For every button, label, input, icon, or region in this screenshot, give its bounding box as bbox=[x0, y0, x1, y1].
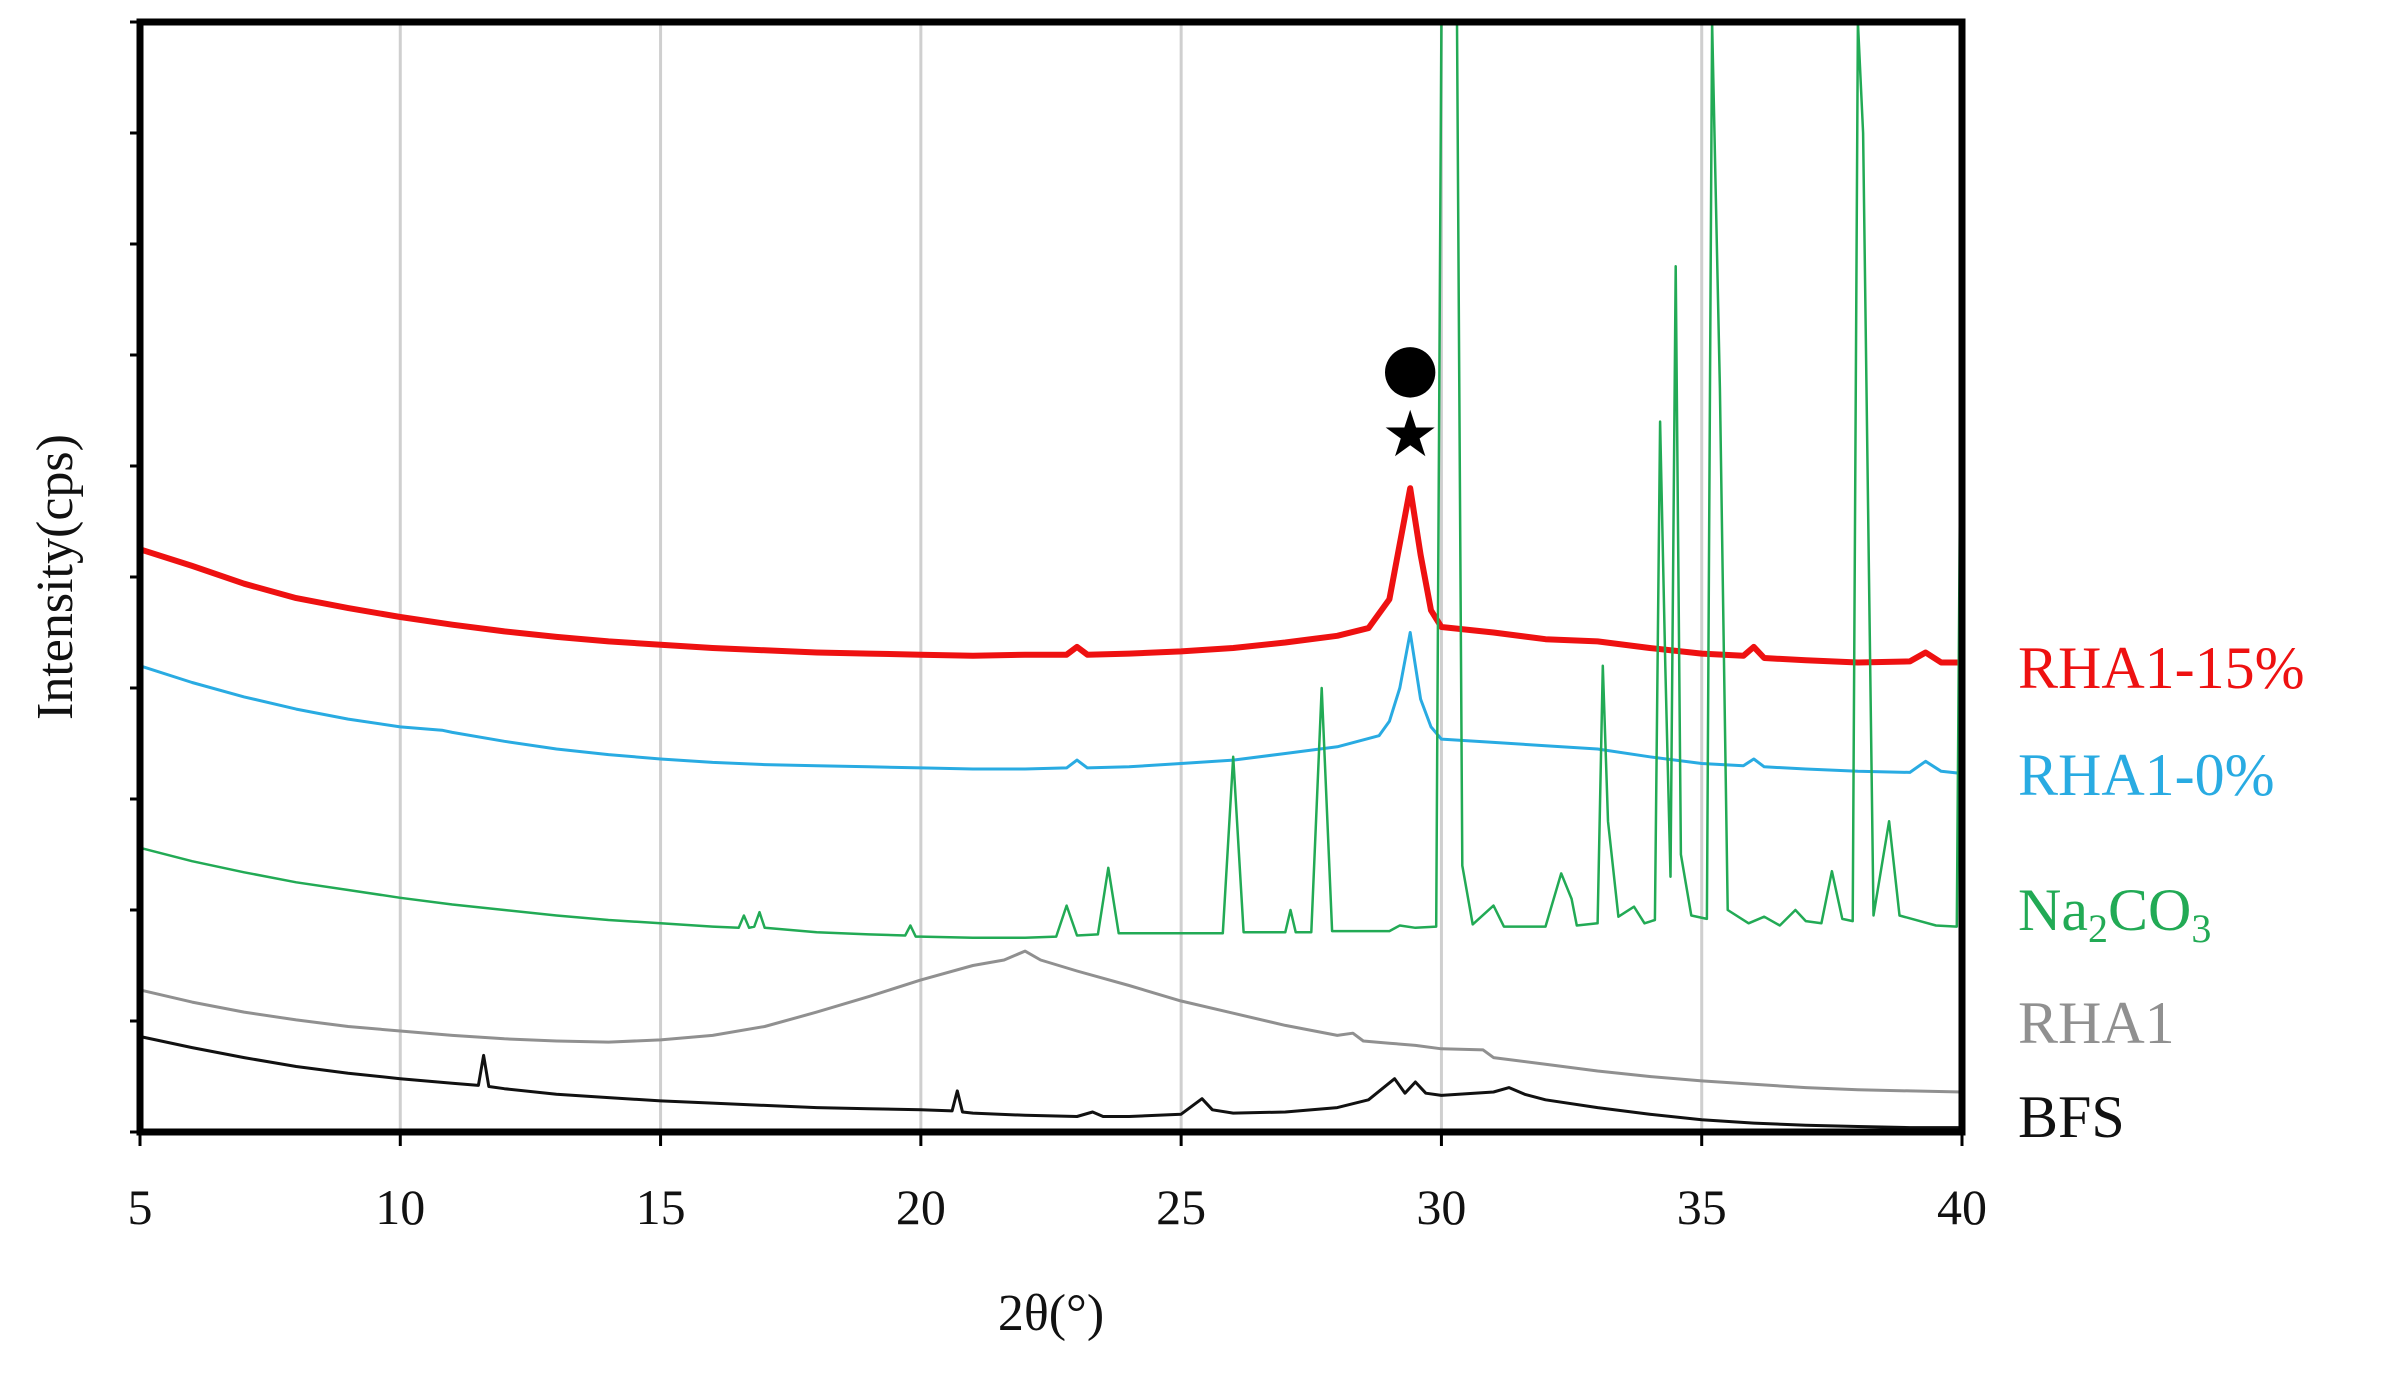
series-label-na2co3: Na2CO3 bbox=[2018, 877, 2211, 951]
x-tick-label-5: 5 bbox=[128, 1179, 153, 1235]
series-line-na2co3 bbox=[138, 20, 1964, 940]
star-marker: ★ bbox=[1382, 398, 1439, 472]
series-label-rha1-15-: RHA1-15% bbox=[2018, 635, 2305, 701]
x-tick-label-10: 10 bbox=[375, 1179, 425, 1235]
series-label-rha1: RHA1 bbox=[2018, 990, 2175, 1056]
series-line-bfs bbox=[138, 1035, 1964, 1130]
peak-annotations: ●★ bbox=[1381, 329, 1439, 472]
series-label-bfs: BFS bbox=[2018, 1084, 2125, 1150]
vertical-gridlines bbox=[398, 22, 1704, 1132]
series-label-rha1-0-: RHA1-0% bbox=[2018, 742, 2275, 808]
axis-ticks bbox=[130, 20, 1964, 1146]
x-tick-label-35: 35 bbox=[1677, 1179, 1727, 1235]
x-tick-label-15: 15 bbox=[636, 1179, 686, 1235]
x-tick-label-30: 30 bbox=[1416, 1179, 1466, 1235]
series-lines bbox=[137, 20, 1965, 1130]
series-line-rha1 bbox=[138, 949, 1964, 1094]
x-tick-label-20: 20 bbox=[896, 1179, 946, 1235]
series-labels: RHA1-15% RHA1-0% Na2CO3 RHA1 BFS bbox=[2018, 635, 2305, 1150]
x-tick-label-40: 40 bbox=[1937, 1179, 1987, 1235]
x-axis-title: 2θ(°) bbox=[998, 1285, 1104, 1342]
y-axis-title: Intensity(cps) bbox=[27, 434, 84, 720]
plot-area-frame bbox=[136, 18, 1966, 1136]
x-tick-labels: 5 10 15 20 25 30 35 40 bbox=[128, 1179, 1988, 1235]
x-tick-label-25: 25 bbox=[1156, 1179, 1206, 1235]
circle-marker: ● bbox=[1381, 329, 1439, 406]
series-line-rha1-0- bbox=[138, 631, 1964, 775]
series-line-rha1-15- bbox=[137, 485, 1965, 666]
